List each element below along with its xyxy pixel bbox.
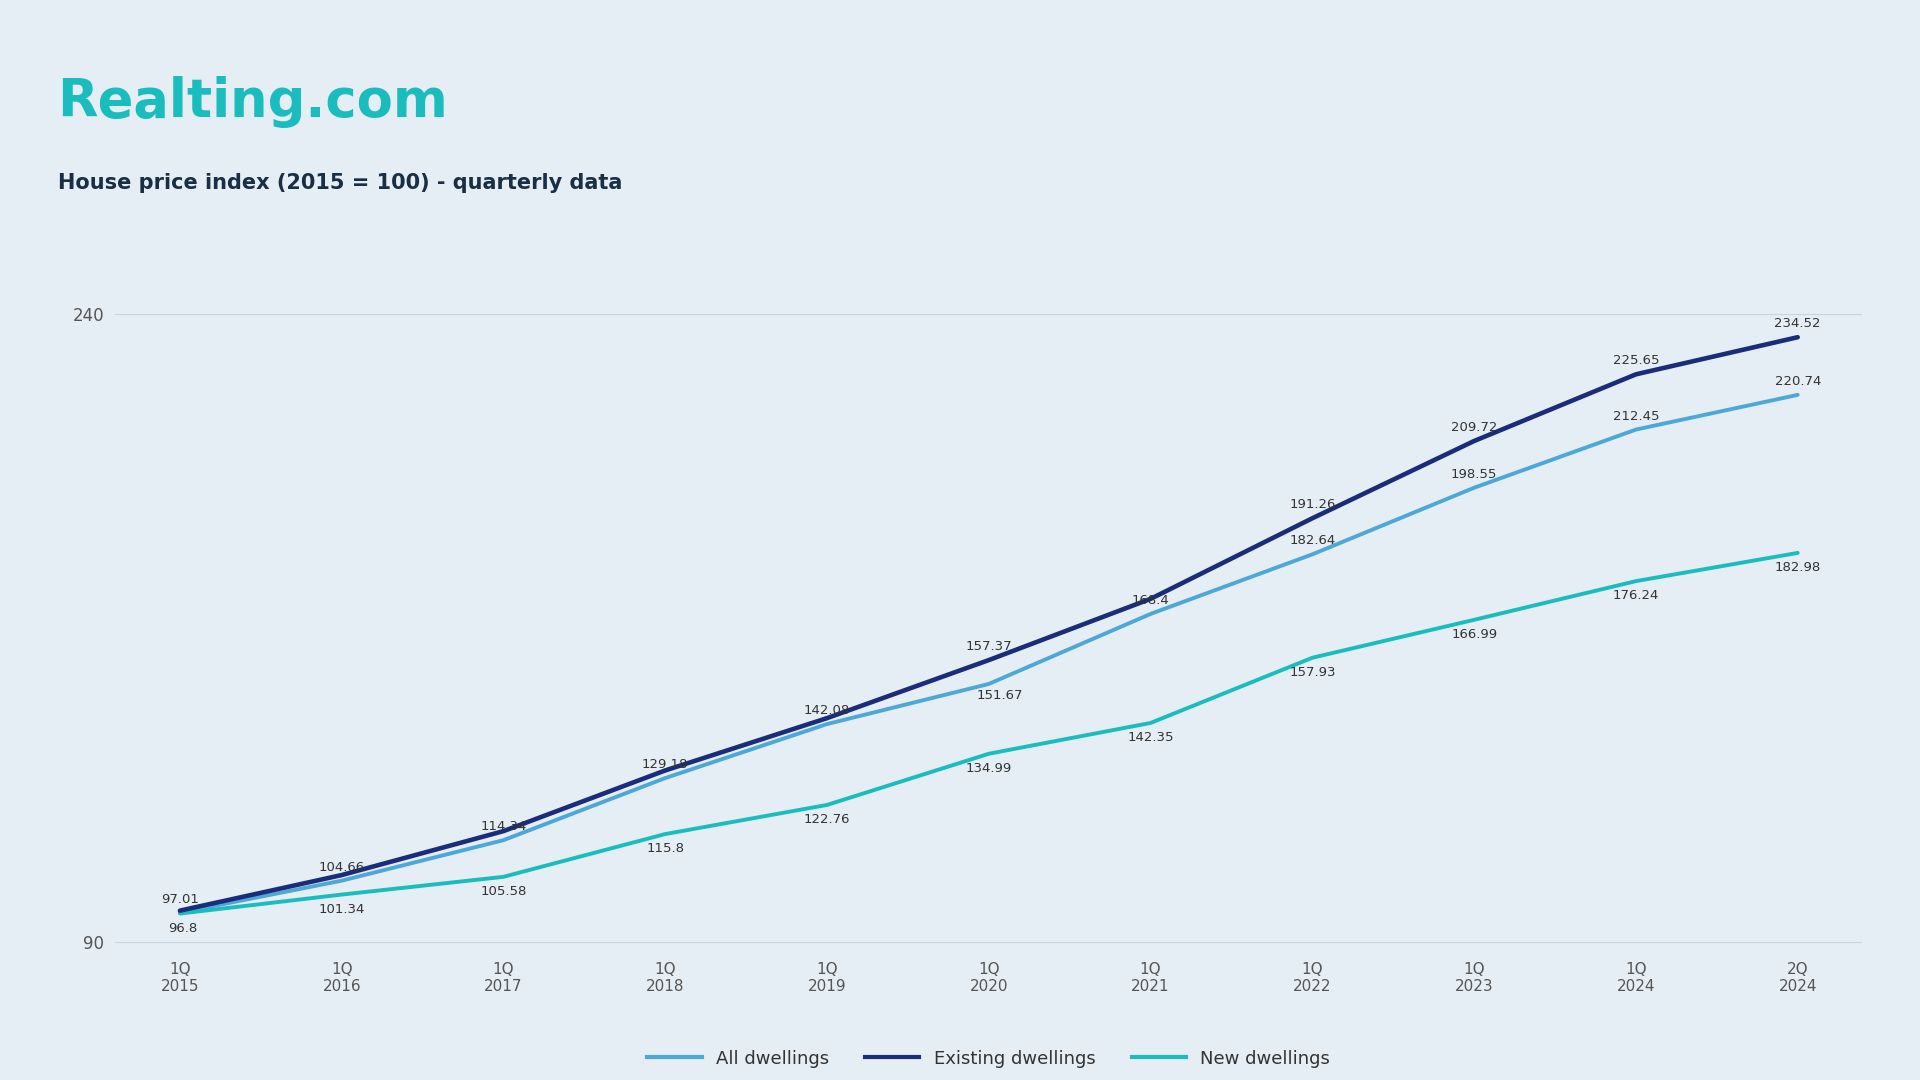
Text: 182.98: 182.98 [1774,562,1820,575]
Text: 142.35: 142.35 [1127,731,1173,744]
Text: 168.4: 168.4 [1131,594,1169,607]
Text: 157.37: 157.37 [966,640,1012,653]
Text: 166.99: 166.99 [1452,629,1498,642]
Text: 209.72: 209.72 [1452,421,1498,434]
Text: 97.01: 97.01 [161,893,200,906]
Text: House price index (2015 = 100) - quarterly data: House price index (2015 = 100) - quarter… [58,173,622,193]
Text: 142.08: 142.08 [804,704,851,717]
Text: 198.55: 198.55 [1452,468,1498,481]
Text: 176.24: 176.24 [1613,590,1659,603]
Text: 96.8: 96.8 [169,922,198,935]
Text: 157.93: 157.93 [1288,666,1336,679]
Text: 134.99: 134.99 [966,762,1012,775]
Text: 191.26: 191.26 [1288,498,1336,511]
Text: 129.18: 129.18 [641,758,689,771]
Text: 225.65: 225.65 [1613,354,1659,367]
Text: 182.64: 182.64 [1288,535,1336,548]
Text: 151.67: 151.67 [977,689,1023,702]
Text: 234.52: 234.52 [1774,318,1820,330]
Text: 101.34: 101.34 [319,903,365,916]
Text: Realting.com: Realting.com [58,76,449,127]
Text: 115.8: 115.8 [647,842,684,855]
Text: 220.74: 220.74 [1774,375,1820,388]
Text: 105.58: 105.58 [480,886,526,899]
Text: 114.34: 114.34 [480,820,526,834]
Text: 122.76: 122.76 [804,813,851,826]
Legend: All dwellings, Existing dwellings, New dwellings: All dwellings, Existing dwellings, New d… [639,1042,1338,1076]
Text: 104.66: 104.66 [319,861,365,874]
Text: 212.45: 212.45 [1613,409,1659,422]
